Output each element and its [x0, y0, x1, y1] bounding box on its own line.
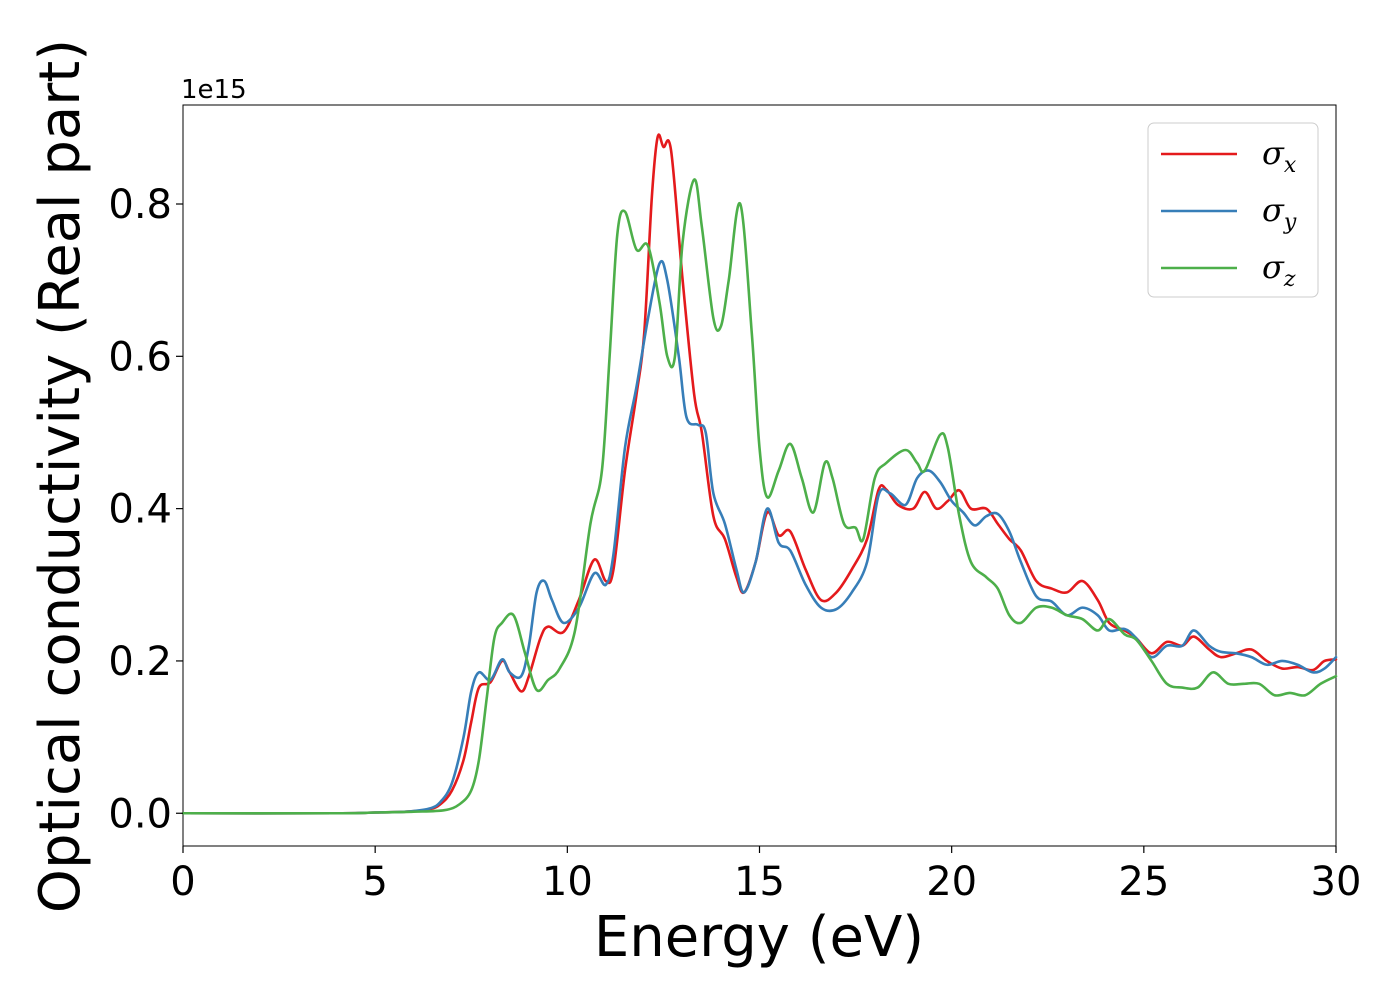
y-tick-label: 0.2	[108, 639, 172, 685]
series-layer	[181, 133, 1338, 815]
y-tick-label: 0.4	[108, 487, 172, 533]
x-tick-label: 0	[170, 859, 195, 905]
x-axis: 0 5 10 15 20 25 30	[170, 846, 1361, 905]
y-tick-label: 0.6	[108, 334, 172, 380]
x-tick-label: 5	[362, 859, 387, 905]
y-axis: 0.0 0.2 0.4 0.6 0.8	[108, 182, 183, 837]
x-tick-label: 10	[542, 859, 593, 905]
y-offset-label: 1e15	[181, 75, 247, 105]
y-axis-title: Optical conductivity (Real part)	[28, 39, 93, 913]
x-tick-label: 30	[1311, 859, 1362, 905]
y-tick-label: 0.8	[108, 182, 172, 228]
series-line-z	[181, 178, 1338, 815]
legend-label-x: σx	[1262, 134, 1297, 178]
x-tick-label: 15	[734, 859, 785, 905]
x-tick-label: 20	[926, 859, 977, 905]
x-axis-title: Energy (eV)	[594, 905, 924, 970]
y-tick-label: 0.0	[108, 791, 172, 837]
x-tick-label: 25	[1118, 859, 1169, 905]
